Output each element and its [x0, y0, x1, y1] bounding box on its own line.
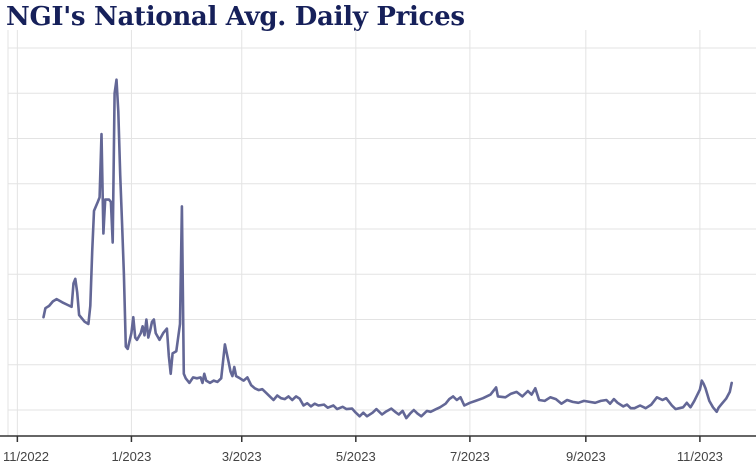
series-line [42, 78, 734, 420]
x-tick-label: 11/2023 [677, 449, 723, 464]
x-tick-label: 9/2023 [566, 449, 606, 464]
x-tick-label: 7/2023 [450, 449, 490, 464]
x-tick-label: 5/2023 [336, 449, 376, 464]
x-tick-label: 11/2022 [3, 449, 49, 464]
x-tick-labels: 11/2022 1/2023 3/2023 5/2023 7/2023 9/2023 11/… [3, 449, 723, 464]
grid-lines [7, 30, 756, 436]
x-axis [0, 435, 756, 442]
x-tick-label: 1/2023 [112, 449, 152, 464]
series-layer [42, 78, 734, 420]
chart-title: NGI's National Avg. Daily Prices [6, 2, 465, 32]
x-tick-label: 3/2023 [222, 449, 262, 464]
